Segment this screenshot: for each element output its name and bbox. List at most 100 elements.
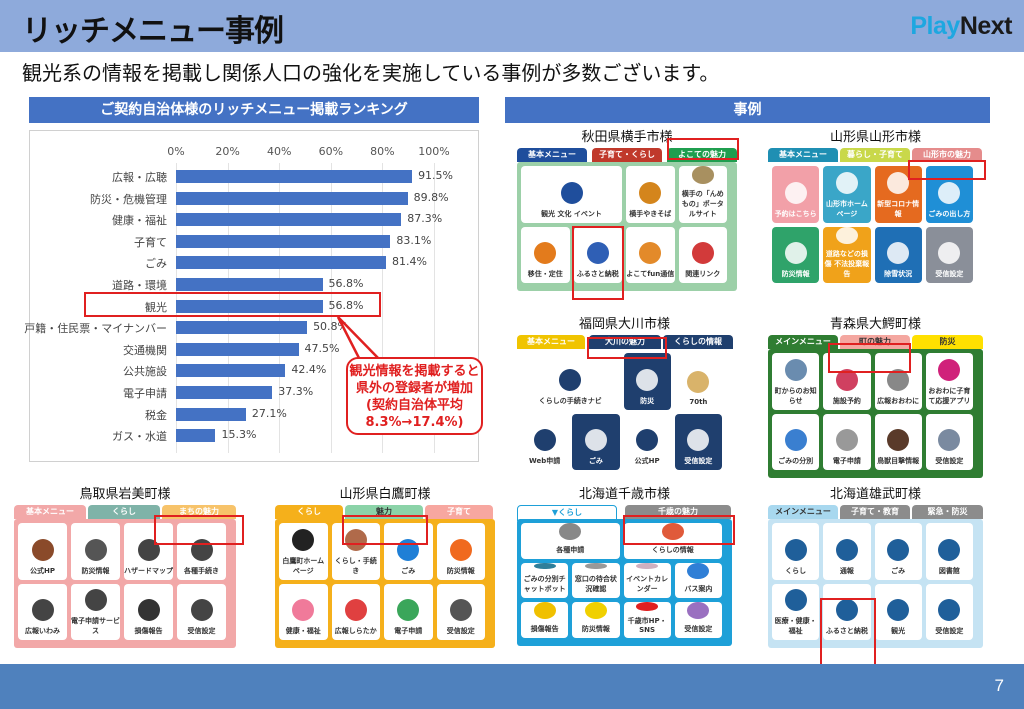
menu-tile[interactable]: 医療・健康・福祉 (772, 583, 820, 640)
menu-tile[interactable]: 電子申請 (384, 583, 433, 640)
menu-tile[interactable]: 公式HP (623, 413, 671, 470)
menu-tile-icon (835, 538, 858, 561)
menu-tile[interactable]: ふるさと納税 (573, 226, 622, 283)
menu-tile[interactable]: 広報いわみ (18, 583, 67, 640)
menu-tile-icon (639, 242, 662, 264)
value-label: 50.8% (313, 320, 349, 334)
menu-tab[interactable]: メインメニュー (768, 505, 838, 519)
menu-tab[interactable]: 子育て・くらし (592, 148, 662, 162)
menu-tab[interactable]: 基本メニュー (517, 148, 587, 162)
menu-tile-icon (887, 242, 910, 264)
menu-tile[interactable]: ごみ (874, 523, 922, 580)
menu-tile[interactable]: 鳥獣目撃情報 (874, 413, 922, 470)
menu-tile[interactable]: 受信設定 (436, 583, 485, 640)
menu-tile-icon (938, 242, 961, 264)
menu-tile[interactable]: ごみの分別 (772, 413, 820, 470)
menu-tab[interactable]: 山形市の魅力 (912, 148, 982, 162)
menu-tile[interactable]: 受信設定 (925, 413, 973, 470)
menu-tile[interactable]: Web申請 (521, 413, 569, 470)
menu-tile-icon (687, 562, 710, 580)
menu-tab[interactable]: 防災 (912, 335, 983, 349)
highlight-box (667, 138, 739, 160)
menu-tab[interactable]: 子育て・教育 (840, 505, 910, 519)
menu-tile[interactable]: 防災 (623, 353, 671, 410)
menu-tab[interactable]: 基本メニュー (768, 148, 838, 162)
menu-tile[interactable]: よこてfun通信 (626, 226, 675, 283)
menu-tile[interactable]: 横手やきそば (626, 166, 675, 223)
menu-tile[interactable]: 観光 文化 イベント (521, 166, 622, 223)
menu-tile-icon (784, 429, 807, 451)
menu-tile[interactable]: 予約はこちら (772, 166, 820, 223)
menu-tile[interactable]: 関連リンク (678, 226, 727, 283)
menu-tab[interactable]: くらしの情報 (663, 335, 733, 349)
gridline (330, 163, 332, 453)
menu-tile-label: 防災 (640, 396, 655, 405)
menu-tile[interactable]: 横手の「んめもの」ポータルサイト (678, 166, 727, 223)
menu-tile[interactable]: 防災情報 (71, 523, 120, 580)
menu-tile[interactable]: 防災情報 (772, 226, 820, 283)
menu-tile[interactable]: 新型コロナ情報 (874, 166, 922, 223)
menu-tile[interactable]: 観光 (874, 583, 922, 640)
menu-tab[interactable]: くらし (88, 505, 160, 519)
menu-tile-label: 受信設定 (684, 457, 713, 465)
menu-tile[interactable]: 広報しらたか (331, 583, 380, 640)
playnext-logo: PlayNext (910, 12, 1012, 40)
menu-tile[interactable]: 白鷹町ホームページ (279, 523, 328, 580)
menu-tile[interactable]: 受信設定 (925, 583, 973, 640)
menu-tile[interactable]: 受信設定 (674, 602, 722, 638)
menu-tile[interactable]: くらしの情報 (623, 523, 722, 559)
menu-tile-icon (887, 429, 910, 451)
menu-tile[interactable]: くらし・手続き (331, 523, 380, 580)
menu-tile[interactable]: くらし (772, 523, 820, 580)
menu-tile[interactable]: ふるさと納税 (823, 583, 871, 640)
menu-tile[interactable]: バス案内 (674, 562, 722, 599)
menu-tile-icon (938, 358, 961, 381)
value-label: 87.3% (407, 212, 443, 226)
menu-tile[interactable]: 道路などの損傷 不法投棄報告 (823, 226, 871, 283)
category-label: ごみ (145, 257, 167, 271)
menu-tile-icon (938, 599, 961, 621)
menu-tile[interactable]: 通報 (823, 523, 871, 580)
menu-tile[interactable]: 電子申請サービス (71, 583, 120, 640)
menu-tile[interactable]: 千歳市HP・SNS (623, 602, 671, 638)
menu-tile[interactable]: くらしの手続きナビ (521, 353, 620, 410)
menu-tile[interactable]: ごみの分別チャットボット (521, 562, 569, 599)
menu-tile[interactable]: 移住・定住 (521, 226, 570, 283)
menu-tile[interactable]: イベントカレンダー (623, 562, 671, 599)
menu-tab[interactable]: 緊急・防災 (912, 505, 983, 519)
category-label: 公共施設 (123, 365, 167, 379)
menu-tile[interactable]: ハザードマップ (124, 523, 173, 580)
menu-tile[interactable]: ごみ (572, 413, 620, 470)
menu-tab[interactable]: 町の魅力 (840, 335, 910, 349)
menu-tile[interactable]: 受信設定 (177, 583, 226, 640)
menu-tile[interactable]: 各種申請 (521, 523, 620, 559)
menu-tile[interactable]: 施設予約 (823, 353, 871, 410)
menu-tile[interactable]: 除雪状況 (874, 226, 922, 283)
menu-tile[interactable]: 損傷報告 (521, 602, 569, 638)
menu-tile[interactable]: 損傷報告 (124, 583, 173, 640)
menu-tab[interactable]: 基本メニュー (14, 505, 86, 519)
menu-tile-icon (784, 589, 807, 611)
menu-tile[interactable]: 窓口の待合状況確認 (572, 562, 620, 599)
menu-tile[interactable]: 公式HP (18, 523, 67, 580)
menu-tab[interactable]: 基本メニュー (517, 335, 585, 349)
menu-tab[interactable]: 暮らし・子育て (840, 148, 910, 162)
menu-tile[interactable]: おおわに子育て応援アプリ (925, 353, 973, 410)
menu-tab[interactable]: くらし (275, 505, 343, 519)
menu-tile[interactable]: 防災情報 (572, 602, 620, 638)
menu-tab[interactable]: 子育て (425, 505, 493, 519)
menu-tile[interactable]: 受信設定 (925, 226, 973, 283)
menu-tile[interactable]: 図書館 (925, 523, 973, 580)
menu-tile[interactable]: 電子申請 (823, 413, 871, 470)
menu-tile[interactable]: 健康・福祉 (279, 583, 328, 640)
menu-tile[interactable]: 山形市ホームページ (823, 166, 871, 223)
menu-tile[interactable]: 受信設定 (674, 413, 722, 470)
menu-tile-label: 移住・定住 (527, 270, 563, 278)
menu-tile[interactable]: 防災情報 (436, 523, 485, 580)
menu-tab[interactable]: メインメニュー (768, 335, 838, 349)
menu-tile[interactable]: 町からのお知らせ (772, 353, 820, 410)
menu-tile[interactable]: 70th (674, 353, 722, 410)
menu-tile[interactable]: ごみの出し方 (925, 166, 973, 223)
menu-tile[interactable]: 広報おおわに (874, 353, 922, 410)
page-number: 7 (994, 676, 1004, 695)
